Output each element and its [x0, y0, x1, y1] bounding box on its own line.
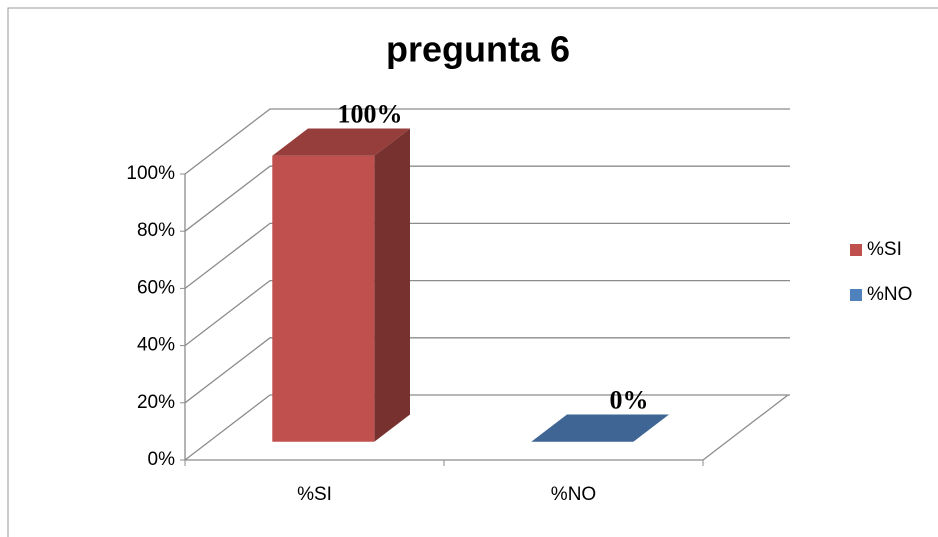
y-tick-label: 100%: [126, 163, 175, 184]
y-tick-label: 60%: [137, 277, 175, 298]
legend-swatch: [850, 244, 862, 256]
grid-line: [184, 108, 790, 175]
y-tick-label: 20%: [137, 392, 175, 413]
grid-line: [184, 279, 790, 347]
grid-line: [184, 222, 790, 289]
legend-swatch: [850, 289, 862, 301]
grid-line: [184, 165, 790, 232]
x-tick-label: %NO: [551, 484, 596, 505]
legend-label: %SI: [867, 239, 902, 260]
grid-line: [184, 337, 790, 404]
value-label: 0%: [610, 385, 649, 414]
x-tick-label: %SI: [297, 484, 332, 505]
bar-top: [272, 128, 410, 156]
bar-front: [272, 155, 375, 442]
y-tick-label: 40%: [137, 335, 175, 356]
grid-line: [184, 394, 790, 461]
bar-top: [531, 414, 669, 442]
value-label: 100%: [338, 99, 403, 128]
legend-label: %NO: [867, 284, 912, 305]
chart-title: pregunta 6: [386, 29, 570, 70]
y-tick-label: 80%: [137, 220, 175, 241]
chart-frame: [7, 7, 938, 537]
bar-side: [374, 128, 410, 442]
y-tick-label: 0%: [148, 449, 176, 470]
